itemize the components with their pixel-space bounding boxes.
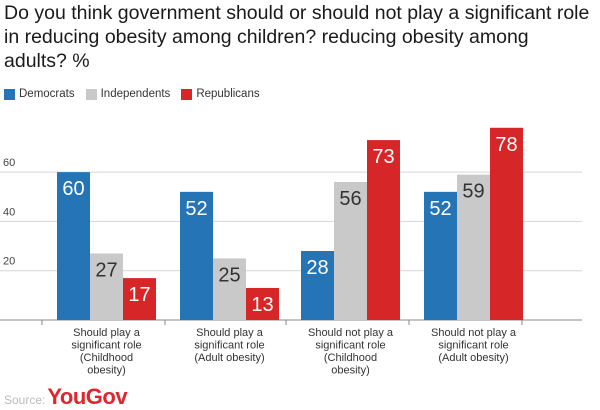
bar-republicans-1	[123, 278, 156, 320]
data-label-democrats-2: 52	[185, 198, 207, 220]
legend: Democrats Independents Republicans	[4, 86, 271, 102]
legend-label-independents: Independents	[100, 88, 171, 100]
bar-independents-2	[213, 258, 246, 320]
legend-label-republicans: Republicans	[196, 88, 260, 100]
legend-item-democrats: Democrats	[4, 88, 75, 100]
chart-title: Do you think government should or should…	[4, 2, 590, 72]
data-label-republicans-2: 13	[251, 294, 273, 316]
legend-swatch-democrats	[4, 88, 15, 100]
x-category-label-line: Should not play a	[431, 327, 517, 339]
x-category-label: Should play a significant role (Adult obes…	[194, 327, 264, 364]
source-credit: Source: YouGov	[4, 384, 128, 410]
y-tick-label: 40	[3, 206, 15, 218]
x-category-label-line: significant role	[438, 340, 508, 352]
data-label-independents-2: 25	[218, 264, 240, 286]
data-label-republicans-1: 17	[128, 284, 150, 306]
x-category-label-line: obesity)	[331, 365, 370, 377]
legend-item-independents: Independents	[85, 88, 171, 100]
bar-independents-1	[90, 253, 123, 320]
x-category-label-line: significant role	[194, 340, 264, 352]
data-label-democrats-1: 60	[62, 178, 84, 200]
x-category-label-line: Should play a	[73, 327, 141, 339]
x-category-label-line: (Adult obesity)	[194, 352, 264, 364]
legend-swatch-independents	[85, 88, 97, 100]
bar-democrats-1	[57, 172, 90, 320]
y-tick-label: 60	[3, 157, 15, 169]
x-category-label-line: (Adult obesity)	[438, 352, 508, 364]
bar-democrats-3	[301, 251, 334, 320]
x-category-label: Should not play a significant role (Childh…	[308, 327, 394, 377]
x-category-label-line: (Childhood	[80, 352, 133, 364]
bar-independents-3	[334, 182, 367, 320]
bar-republicans-2	[246, 287, 279, 320]
legend-item-republicans: Republicans	[181, 88, 260, 100]
bar-democrats-2	[180, 191, 213, 320]
data-label-democrats-3: 28	[306, 257, 328, 279]
x-category-label-line: Should play a	[196, 327, 264, 339]
data-label-independents-1: 27	[95, 259, 117, 281]
y-tick-label: 20	[3, 256, 15, 268]
data-label-republicans-3: 73	[372, 146, 394, 168]
legend-label-democrats: Democrats	[19, 88, 75, 100]
x-category-label-line: (Childhood	[324, 352, 377, 364]
x-category-label-line: significant role	[315, 340, 385, 352]
x-category-label: Should play a significant role (Childhood o…	[71, 327, 141, 377]
bar-independents-4	[457, 174, 490, 320]
x-category-label: Should not play a significant role (Adult …	[431, 327, 517, 364]
x-category-label-line: obesity)	[87, 365, 126, 377]
source-label: Source:	[4, 393, 46, 407]
data-label-independents-3: 56	[339, 188, 361, 210]
x-category-label-line: Should not play a	[308, 327, 394, 339]
data-label-independents-4: 59	[462, 181, 484, 203]
x-category-label-line: significant role	[71, 340, 141, 352]
data-label-republicans-4: 78	[495, 134, 517, 156]
bar-republicans-3	[367, 140, 400, 320]
legend-swatch-republicans	[181, 88, 193, 100]
bar-republicans-4	[490, 127, 523, 321]
yougov-logo: YouGov	[47, 384, 128, 409]
data-label-democrats-4: 52	[429, 198, 451, 220]
bar-democrats-4	[424, 191, 457, 320]
